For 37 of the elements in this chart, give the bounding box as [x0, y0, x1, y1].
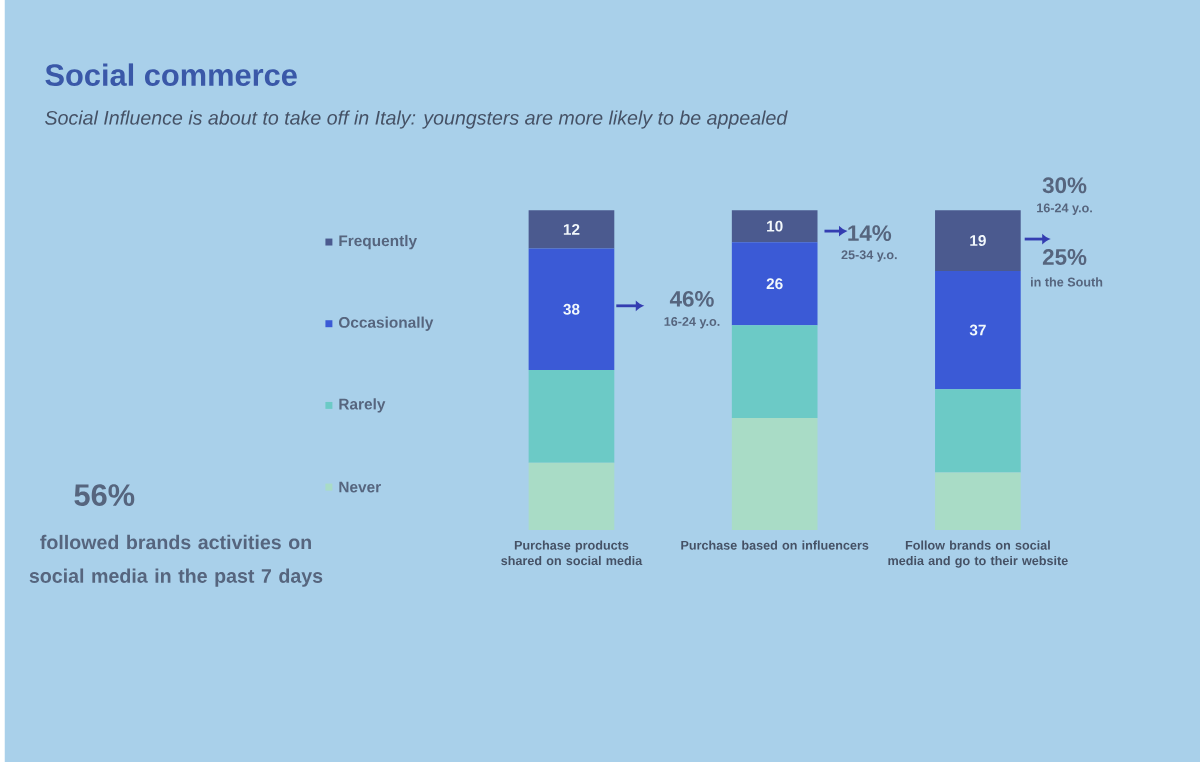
bar [731, 325, 818, 419]
legend-label: Rarely [339, 398, 386, 413]
bar [935, 210, 1021, 271]
annotation: 16-24 y.o. [664, 317, 720, 329]
bar [935, 270, 1021, 390]
text: 56% [74, 484, 135, 506]
legend-label: Occasionally [338, 316, 434, 331]
x-tick-label: Follow brands on social media and go to their website [888, 540, 1068, 568]
bar [528, 370, 615, 463]
text: Social commerce [45, 63, 297, 87]
annotation: 46% [669, 290, 714, 307]
data-label: 12 [563, 223, 580, 235]
x-tick-label: Purchase products shared on social media [501, 540, 643, 566]
bar [935, 389, 1021, 473]
x-tick-label: Purchase based on influencers [681, 540, 869, 550]
chart-subtitle: Social Influence is about to take off in Italy: youngsters are more likely to be appealed [45, 110, 788, 129]
annotation: 25% [1042, 249, 1087, 265]
bar [731, 242, 818, 326]
text: 30% [1042, 177, 1087, 194]
bar [731, 418, 818, 530]
annotation: in the South [1031, 277, 1103, 287]
data-label: 38 [563, 303, 580, 315]
data-label: 26 [766, 278, 783, 290]
data-label: 37 [969, 324, 986, 336]
legend-label: Frequently [339, 234, 417, 250]
bar [731, 210, 818, 243]
legend-label: Never [339, 481, 381, 493]
bar [528, 248, 615, 371]
data-label: 19 [970, 235, 986, 246]
data-label: 10 [767, 220, 783, 232]
annotation: 14% [848, 225, 892, 241]
bar [528, 210, 615, 249]
bar [528, 462, 615, 530]
bar [935, 472, 1021, 530]
annotation: 16-24 y.o. [1037, 203, 1092, 215]
text: followed brands activities on social media in the past 7 days [29, 534, 323, 587]
annotation: 25-34 y.o. [841, 250, 897, 262]
